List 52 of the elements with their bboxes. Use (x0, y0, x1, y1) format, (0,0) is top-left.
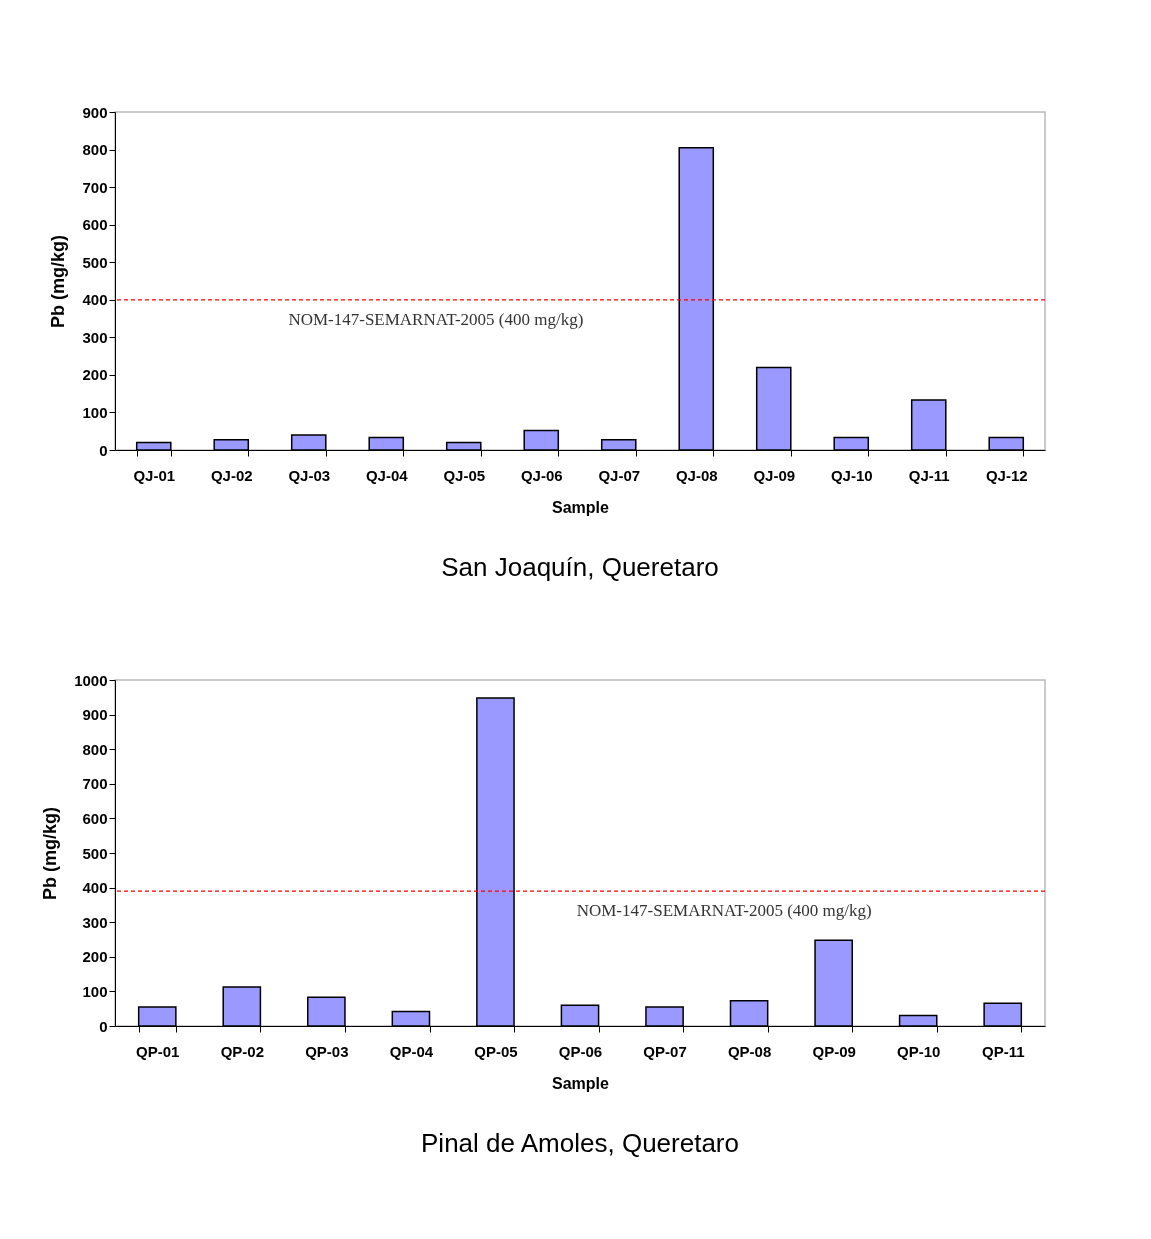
x-tick-label: QP-10 (897, 1042, 941, 1060)
y-tick-label: 700 (82, 178, 108, 196)
text: Pinal de Amoles, Queretaro (421, 1128, 739, 1158)
text: San Joaquín, Queretaro (441, 552, 719, 582)
x-tick-label: QJ-02 (210, 466, 253, 484)
y-tick-label: 400 (82, 879, 108, 897)
x-tick-label: QP-02 (220, 1042, 264, 1060)
x-tick-label: QP-03 (305, 1042, 349, 1060)
y-axis-title: Pb (mg/kg) (40, 807, 61, 900)
y-tick-label: 300 (82, 328, 108, 346)
x-tick-label: QP-01 (136, 1042, 180, 1060)
y-tick-label: 600 (82, 809, 108, 827)
x-tick-label: QJ-08 (675, 466, 718, 484)
x-tick-label: QJ-12 (985, 466, 1028, 484)
x-tick-label: QJ-04 (365, 466, 409, 484)
y-tick-label: 800 (82, 740, 108, 758)
x-tick-label: QJ-03 (288, 466, 331, 484)
y-tick-label: 900 (82, 706, 108, 724)
ref-line-label: NOM-147-SEMARNAT-2005 (400 mg/kg) (576, 901, 872, 921)
x-tick-label: QP-06 (558, 1042, 603, 1060)
y-tick-label: 200 (82, 948, 108, 966)
x-tick-label: QJ-05 (443, 466, 486, 484)
x-tick-label: QJ-10 (830, 466, 873, 484)
y-tick-label: 500 (82, 844, 108, 862)
y-tick-label: 0 (99, 1017, 108, 1035)
y-axis-title: Pb (mg/kg) (48, 235, 69, 328)
x-tick-label: QP-11 (981, 1042, 1025, 1060)
ref-line-label: NOM-147-SEMARNAT-2005 (400 mg/kg) (288, 309, 584, 329)
x-tick-label: QP-08 (727, 1042, 772, 1060)
x-tick-label: QJ-06 (520, 466, 563, 484)
y-tick-label: 500 (82, 253, 108, 271)
x-tick-label: QJ-09 (753, 466, 796, 484)
x-tick-label: QJ-11 (908, 466, 950, 484)
x-tick-label: QJ-07 (598, 466, 641, 484)
y-tick-label: 900 (82, 103, 108, 121)
x-axis-title: Sample (552, 498, 610, 516)
y-tick-label: 100 (82, 403, 108, 421)
y-tick-label: 100 (82, 982, 108, 1000)
y-tick-label: 1000 (74, 671, 108, 689)
x-tick-label: QP-09 (812, 1042, 856, 1060)
y-tick-label: 0 (99, 441, 108, 459)
x-tick-label: QP-07 (643, 1042, 687, 1060)
x-tick-label: QJ-01 (133, 466, 176, 484)
y-tick-label: 300 (82, 913, 108, 931)
y-tick-label: 400 (82, 291, 108, 309)
x-tick-label: QP-04 (389, 1042, 434, 1060)
y-tick-label: 600 (82, 216, 108, 234)
y-tick-label: 800 (82, 141, 108, 159)
x-tick-label: QP-05 (474, 1042, 518, 1060)
x-axis-title: Sample (552, 1074, 610, 1092)
y-tick-label: 700 (82, 775, 108, 793)
y-tick-label: 200 (82, 366, 108, 384)
